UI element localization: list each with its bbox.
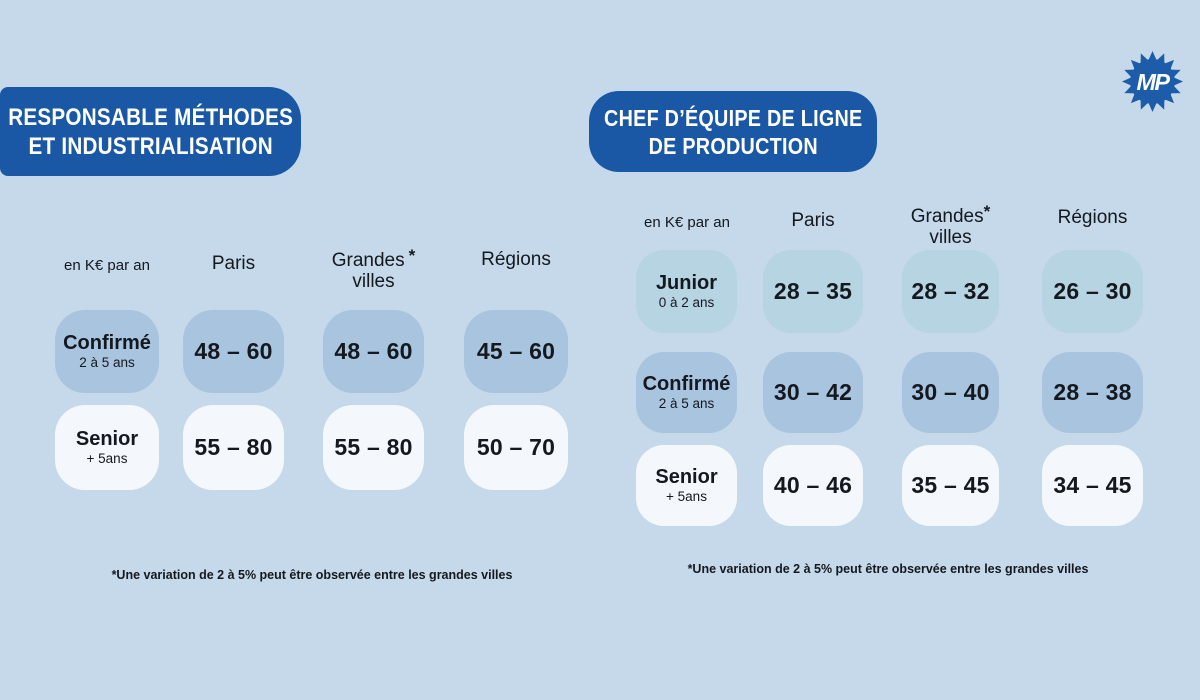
asterisk-marker: *	[983, 202, 991, 221]
cell-right-confirme-grandes-villes: 30 – 40	[902, 352, 999, 433]
cell-right-senior-grandes-villes: 35 – 45	[902, 445, 999, 526]
cell-right-junior-regions: 26 – 30	[1042, 250, 1143, 333]
cell-left-confirme-grandes-villes: 48 – 60	[323, 310, 424, 393]
experience-label: 2 à 5 ans	[658, 396, 715, 411]
column-header-left-grandes-villes: Grandes * villes	[313, 243, 434, 292]
salary-range-value: 35 – 45	[911, 472, 990, 498]
footnote-right: *Une variation de 2 à 5% peut être obser…	[687, 562, 1089, 576]
salary-range-value: 48 – 60	[194, 338, 273, 364]
cell-right-junior-label: Junior 0 à 2 ans	[636, 250, 737, 333]
column-header-right-regions: Régions	[1057, 207, 1128, 228]
experience-label: 0 à 2 ans	[658, 295, 715, 310]
cell-left-confirme-regions: 45 – 60	[464, 310, 568, 393]
cell-right-confirme-label: Confirmé 2 à 5 ans	[636, 352, 737, 433]
cell-right-confirme-paris: 30 – 42	[763, 352, 863, 433]
cell-right-senior-label: Senior + 5ans	[636, 445, 737, 526]
level-label: Senior	[75, 428, 139, 450]
mp-gear-logo-icon: MP	[1122, 51, 1183, 112]
cell-right-junior-paris: 28 – 35	[763, 250, 863, 333]
level-label: Junior	[655, 272, 718, 294]
job-title-left: RESPONSABLE MÉTHODES ET INDUSTRIALISATIO…	[8, 103, 293, 161]
column-header-right-grandes-villes: Grandes* villes	[892, 199, 1009, 248]
level-label: Confirmé	[63, 332, 151, 354]
experience-label: + 5ans	[666, 489, 707, 504]
job-title-left-line2: ET INDUSTRIALISATION	[28, 132, 273, 160]
cell-left-senior-grandes-villes: 55 – 80	[323, 405, 424, 490]
column-header-right-paris: Paris	[791, 210, 835, 231]
salary-range-value: 30 – 42	[773, 379, 853, 405]
salary-range-value: 40 – 46	[773, 472, 853, 498]
unit-label-right: en K€ par an	[644, 214, 730, 231]
salary-range-value: 34 – 45	[1053, 472, 1132, 498]
villes-label: villes	[929, 227, 972, 249]
job-title-right-line2: DE PRODUCTION	[648, 132, 818, 159]
cell-right-senior-paris: 40 – 46	[763, 445, 863, 526]
job-title-right-line1: CHEF D’ÉQUIPE DE LIGNE	[603, 104, 863, 131]
level-label: Confirmé	[642, 373, 731, 395]
salary-range-value: 55 – 80	[194, 434, 273, 460]
villes-label: villes	[352, 271, 395, 293]
cell-right-senior-regions: 34 – 45	[1042, 445, 1143, 526]
job-title-banner-right: CHEF D’ÉQUIPE DE LIGNE DE PRODUCTION	[589, 91, 877, 172]
salary-range-value: 26 – 30	[1053, 278, 1132, 304]
salary-range-value: 28 – 38	[1053, 379, 1132, 405]
asterisk-marker: *	[408, 246, 416, 265]
cell-left-confirme-paris: 48 – 60	[183, 310, 284, 393]
cell-right-junior-grandes-villes: 28 – 32	[902, 250, 999, 333]
job-title-left-line1: RESPONSABLE MÉTHODES	[8, 103, 293, 131]
footnote-left: *Une variation de 2 à 5% peut être obser…	[111, 568, 513, 582]
logo-text: MP	[1136, 69, 1170, 95]
cell-right-confirme-regions: 28 – 38	[1042, 352, 1143, 433]
salary-range-value: 28 – 32	[911, 278, 990, 304]
cell-left-confirme-label: Confirmé 2 à 5 ans	[55, 310, 159, 393]
level-label: Senior	[655, 466, 718, 488]
job-title-right: CHEF D’ÉQUIPE DE LIGNE DE PRODUCTION	[604, 104, 862, 160]
job-title-banner-left: RESPONSABLE MÉTHODES ET INDUSTRIALISATIO…	[0, 87, 301, 176]
salary-range-value: 50 – 70	[476, 434, 556, 460]
column-header-left-regions: Régions	[481, 249, 551, 270]
grandes-label: Grandes	[331, 250, 405, 272]
grandes-label: Grandes	[910, 206, 984, 228]
salary-range-value: 30 – 40	[911, 379, 990, 405]
cell-left-senior-label: Senior + 5ans	[55, 405, 159, 490]
experience-label: 2 à 5 ans	[79, 355, 135, 370]
salary-range-value: 28 – 35	[773, 278, 853, 304]
cell-left-senior-paris: 55 – 80	[183, 405, 284, 490]
column-header-left-paris: Paris	[211, 253, 256, 274]
salary-range-value: 55 – 80	[334, 434, 413, 460]
salary-range-value: 45 – 60	[476, 338, 556, 364]
salary-range-value: 48 – 60	[334, 338, 413, 364]
unit-label-left: en K€ par an	[64, 257, 150, 274]
cell-left-senior-regions: 50 – 70	[464, 405, 568, 490]
experience-label: + 5ans	[86, 451, 128, 466]
